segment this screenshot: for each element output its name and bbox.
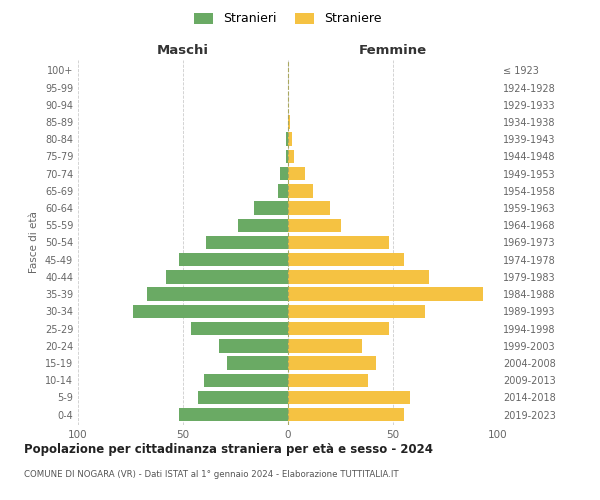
Bar bbox=[166, 270, 288, 283]
Text: Maschi: Maschi bbox=[157, 44, 209, 58]
Bar bbox=[288, 270, 429, 283]
Bar bbox=[254, 202, 288, 215]
Text: Popolazione per cittadinanza straniera per età e sesso - 2024: Popolazione per cittadinanza straniera p… bbox=[24, 442, 433, 456]
Bar bbox=[288, 202, 330, 215]
Bar bbox=[179, 253, 288, 266]
Bar bbox=[288, 288, 484, 301]
Bar bbox=[288, 304, 425, 318]
Bar bbox=[288, 184, 313, 198]
Bar bbox=[277, 184, 288, 198]
Bar bbox=[198, 390, 288, 404]
Text: Femmine: Femmine bbox=[359, 44, 427, 58]
Bar bbox=[227, 356, 288, 370]
Bar bbox=[288, 339, 361, 352]
Legend: Stranieri, Straniere: Stranieri, Straniere bbox=[191, 8, 385, 29]
Bar bbox=[204, 374, 288, 387]
Bar bbox=[280, 167, 288, 180]
Bar bbox=[147, 288, 288, 301]
Bar bbox=[288, 390, 410, 404]
Bar bbox=[288, 116, 290, 128]
Bar bbox=[288, 322, 389, 336]
Bar bbox=[288, 167, 305, 180]
Bar bbox=[288, 408, 404, 422]
Bar bbox=[133, 304, 288, 318]
Text: COMUNE DI NOGARA (VR) - Dati ISTAT al 1° gennaio 2024 - Elaborazione TUTTITALIA.: COMUNE DI NOGARA (VR) - Dati ISTAT al 1°… bbox=[24, 470, 398, 479]
Bar bbox=[288, 218, 341, 232]
Bar bbox=[286, 150, 288, 163]
Y-axis label: Fasce di età: Fasce di età bbox=[29, 212, 39, 274]
Bar bbox=[288, 236, 389, 249]
Bar bbox=[288, 356, 376, 370]
Bar bbox=[206, 236, 288, 249]
Bar bbox=[288, 374, 368, 387]
Bar bbox=[286, 132, 288, 146]
Bar bbox=[179, 408, 288, 422]
Bar bbox=[288, 253, 404, 266]
Bar bbox=[191, 322, 288, 336]
Bar bbox=[288, 150, 295, 163]
Bar bbox=[238, 218, 288, 232]
Bar bbox=[288, 132, 292, 146]
Bar bbox=[218, 339, 288, 352]
